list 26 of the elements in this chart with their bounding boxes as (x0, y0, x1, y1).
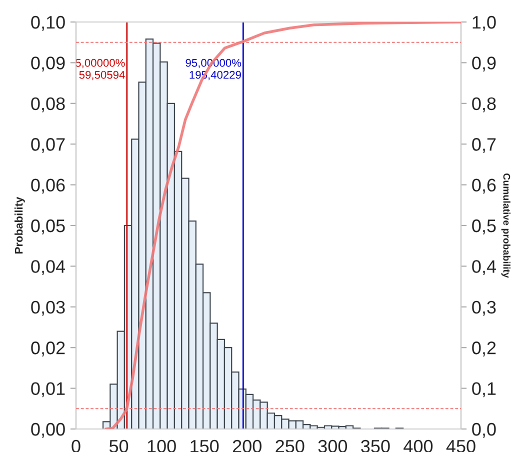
y2-axis-title: Cumulative probability (501, 174, 510, 278)
ref-line-label: 95,00000% 195,40229 (186, 58, 242, 80)
y2-tick-label: 1,0 (472, 16, 496, 31)
y2-tick-label: 0,8 (472, 97, 496, 112)
y2-tick-label: 0,6 (472, 178, 496, 194)
y2-tick-label: 0,9 (472, 56, 496, 72)
y-axis-title: Probability (14, 196, 25, 254)
y-tick-label: 0,05 (31, 219, 65, 234)
y2-tick-label: 0,3 (472, 300, 496, 316)
y-tick-label: 0,04 (31, 260, 66, 276)
y2-tick-label: 0,0 (472, 422, 496, 438)
y-tick-label: 0,09 (31, 56, 65, 72)
y-tick-label: 0,06 (31, 178, 65, 194)
y-tick-label: 0,02 (31, 342, 65, 356)
y2-tick-label: 0,4 (472, 260, 496, 276)
y-tick-label: 0,00 (31, 422, 65, 438)
y-tick-label: 0,01 (31, 382, 65, 398)
y-tick-label: 0,10 (31, 16, 65, 31)
y2-tick-label: 0,2 (472, 342, 496, 356)
y2-tick-label: 0,7 (472, 138, 496, 153)
ref-line-label: 5,00000% 59,50594 (76, 58, 125, 80)
y2-tick-label: 0,5 (472, 219, 496, 234)
y-tick-label: 0,03 (31, 300, 65, 316)
y-tick-label: 0,07 (31, 138, 65, 153)
y2-tick-label: 0,1 (472, 382, 496, 398)
y-tick-label: 0,08 (31, 97, 65, 112)
